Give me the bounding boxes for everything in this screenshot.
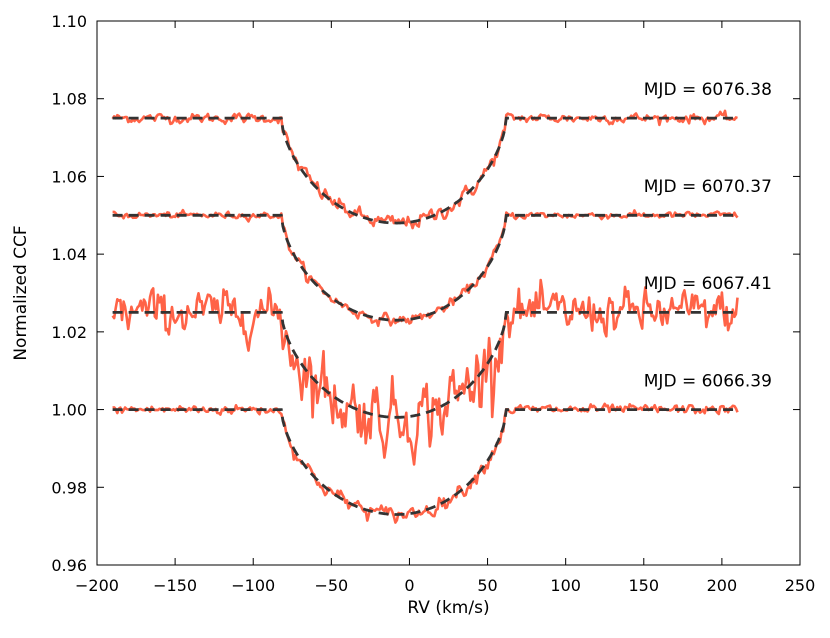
x-tick-label: 200 — [707, 576, 738, 595]
series-layer — [111, 109, 739, 524]
x-tick-label: 100 — [550, 576, 581, 595]
y-axis-label: Normalized CCF — [11, 225, 31, 360]
x-tick-label: −150 — [153, 576, 197, 595]
model-ccf-line — [112, 311, 738, 419]
y-tick-label: 1.08 — [51, 90, 87, 109]
observed-ccf-line — [112, 402, 739, 524]
y-tick-label: 1.10 — [51, 12, 87, 31]
x-tick-label: 150 — [629, 576, 660, 595]
x-tick-label: −100 — [231, 576, 275, 595]
x-tick-label: −200 — [75, 576, 119, 595]
observed-ccf-line — [111, 278, 739, 466]
model-ccf-line — [112, 116, 738, 225]
mjd-label: MJD = 6067.41 — [644, 274, 772, 294]
model-ccf-line — [112, 408, 738, 516]
y-tick-label: 0.98 — [51, 478, 87, 497]
y-tick-label: 0.96 — [51, 556, 87, 575]
x-tick-label: −50 — [314, 576, 348, 595]
y-tick-label: 1.00 — [51, 401, 87, 420]
model-ccf-line — [112, 213, 738, 322]
y-tick-label: 1.06 — [51, 167, 87, 186]
ticks-layer: −200 −150 −100 −50 0 50 100 150 200 250 0.96 0.98 1.… — [51, 12, 815, 595]
y-tick-label: 1.02 — [51, 323, 87, 342]
mjd-label: MJD = 6066.39 — [644, 371, 772, 391]
y-tick-label: 1.04 — [51, 245, 87, 264]
labels-layer: MJD = 6076.38 MJD = 6070.37 MJD = 6067.41 M… — [644, 80, 772, 391]
mjd-label: MJD = 6076.38 — [644, 80, 772, 100]
x-tick-label: 250 — [785, 576, 816, 595]
observed-ccf-line — [111, 109, 738, 230]
x-tick-label: 50 — [477, 576, 497, 595]
x-tick-label: 0 — [404, 576, 414, 595]
x-axis-label: RV (km/s) — [407, 598, 489, 618]
plot-frame — [96, 20, 801, 566]
mjd-label: MJD = 6070.37 — [644, 177, 772, 197]
